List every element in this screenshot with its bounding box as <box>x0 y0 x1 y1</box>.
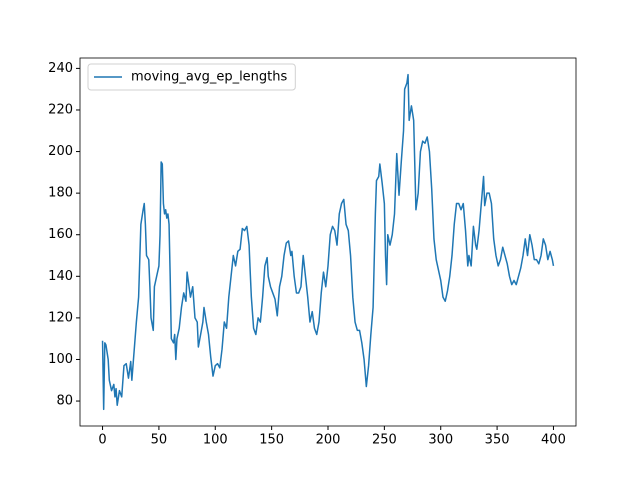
x-tick-label: 100 <box>203 433 228 448</box>
legend-label: moving_avg_ep_lengths <box>131 70 288 85</box>
y-tick-label: 80 <box>56 394 73 409</box>
plot-frame <box>79 57 577 427</box>
x-tick-label: 150 <box>259 433 284 448</box>
x-tick-label: 400 <box>541 433 566 448</box>
y-tick-label: 200 <box>48 144 73 159</box>
y-tick-label: 240 <box>48 61 73 76</box>
x-tick-label: 300 <box>428 433 453 448</box>
x-tick-label: 250 <box>372 433 397 448</box>
y-tick-label: 180 <box>48 186 73 201</box>
x-tick-label: 350 <box>485 433 510 448</box>
y-tick-label: 220 <box>48 102 73 117</box>
y-tick-label: 120 <box>48 310 73 325</box>
x-tick-label: 200 <box>316 433 341 448</box>
x-tick-label: 50 <box>151 433 168 448</box>
legend-box <box>87 63 296 91</box>
line-series <box>101 73 555 411</box>
x-tick-label: 0 <box>98 433 106 448</box>
y-tick-label: 160 <box>48 227 73 242</box>
y-tick-label: 140 <box>48 269 73 284</box>
y-tick-label: 100 <box>48 352 73 367</box>
